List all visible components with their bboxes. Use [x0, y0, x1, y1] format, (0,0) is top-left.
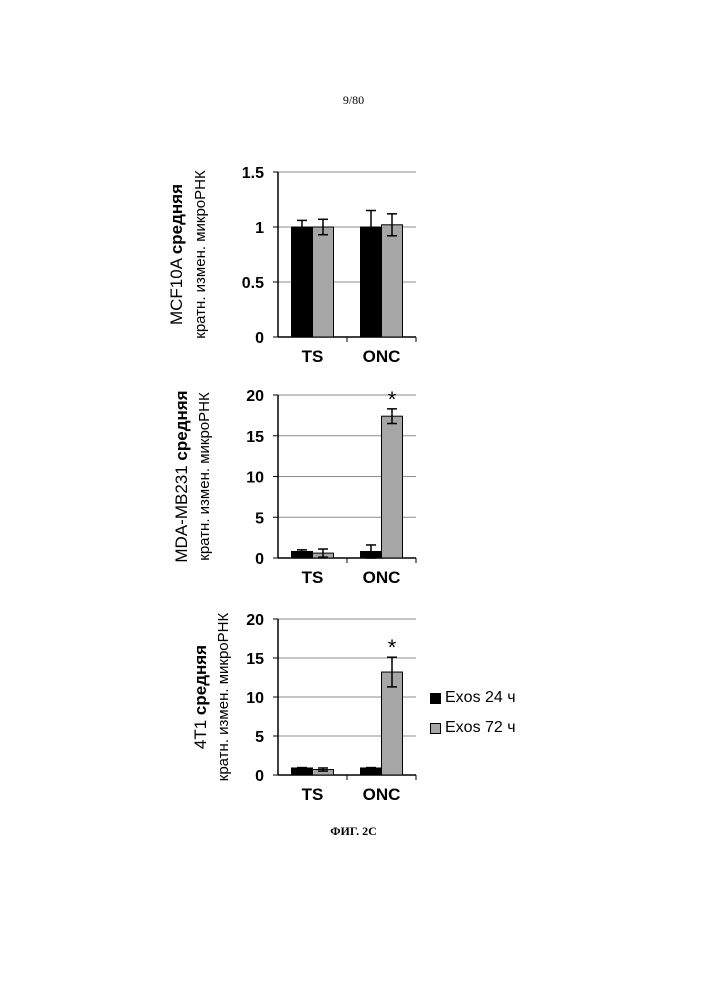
x-category-label: TS [302, 347, 324, 366]
chart-3: 0 5 10 15 20 TS ONC * 4T1 средняя кратн. измен. м… [191, 612, 416, 804]
bar-ts-series-2 [313, 227, 334, 337]
x-category-label: ONC [363, 347, 401, 366]
x-category-label: ONC [363, 568, 401, 587]
y-tick-label: 5 [255, 510, 264, 527]
y-tick-label: 0.5 [242, 275, 264, 292]
figure-caption: ФИГ. 2С [0, 824, 707, 839]
legend-swatch-exos-72h [430, 723, 441, 734]
y-tick-label: 0 [255, 551, 264, 568]
y-tick-label: 1.5 [242, 165, 264, 182]
chart-1: 0 0.5 1 1.5 TS ONC MCF10A средняя кратн. измен.… [167, 165, 416, 366]
y-tick-label: 0 [255, 330, 264, 347]
y-axis-label-line2: кратн. измен. микроРНК [196, 392, 213, 561]
y-axis-label-line1: MCF10A средняя [167, 184, 186, 325]
y-tick-label: 20 [246, 388, 264, 405]
legend-item-exos-24h: Exos 24 ч [430, 683, 516, 713]
y-axis-label-line2: кратн. измен. микроРНК [192, 170, 209, 339]
legend-label-exos-24h: Exos 24 ч [445, 689, 516, 707]
y-tick-label: 20 [246, 612, 264, 629]
x-category-label: ONC [363, 785, 401, 804]
chart-2: 0 5 10 15 20 TS ONC * MDA-MB231 средняя кратн. из… [172, 387, 416, 587]
legend-swatch-exos-24h [430, 693, 441, 704]
y-tick-label: 15 [246, 651, 264, 668]
bar-onc-series-2 [382, 416, 403, 558]
y-tick-label: 1 [255, 220, 264, 237]
significance-star: * [388, 387, 397, 412]
y-tick-label: 15 [246, 429, 264, 446]
y-axis-label-line2: кратн. измен. микроРНК [215, 613, 232, 782]
legend: Exos 24 ч Exos 72 ч [430, 683, 516, 743]
legend-label-exos-72h: Exos 72 ч [445, 719, 516, 737]
bar-onc-series-2 [382, 225, 403, 337]
y-tick-label: 10 [246, 690, 264, 707]
y-axis-label-line1: 4T1 средняя [191, 645, 210, 749]
y-tick-label: 10 [246, 470, 264, 487]
x-category-label: TS [302, 568, 324, 587]
y-tick-label: 0 [255, 768, 264, 785]
legend-item-exos-72h: Exos 72 ч [430, 713, 516, 743]
bar-ts-series-1 [292, 227, 313, 337]
y-tick-label: 5 [255, 729, 264, 746]
significance-star: * [388, 635, 397, 660]
x-category-label: TS [302, 785, 324, 804]
y-axis-label-line1: MDA-MB231 средняя [172, 390, 191, 562]
